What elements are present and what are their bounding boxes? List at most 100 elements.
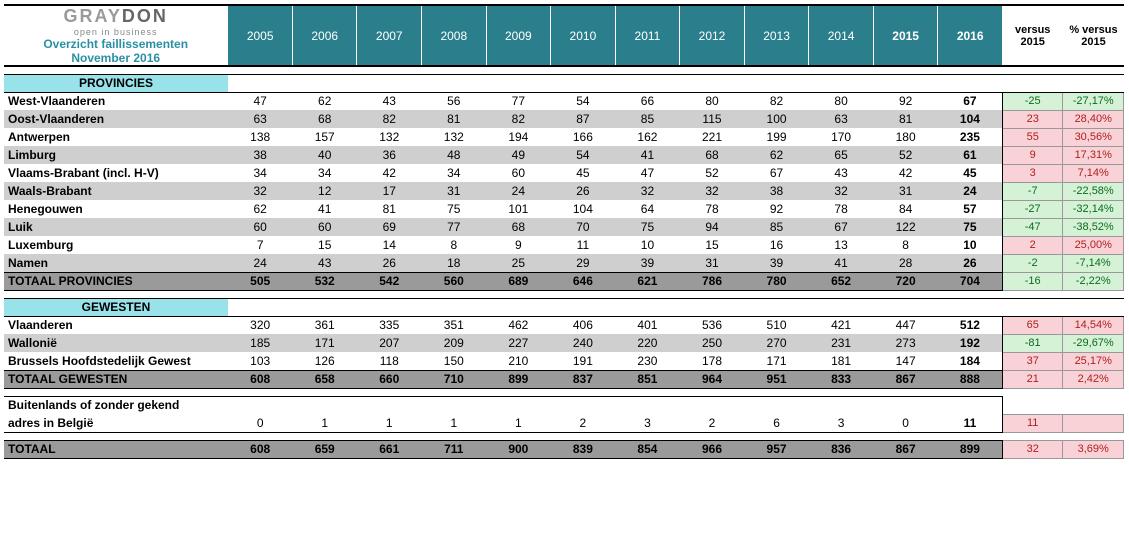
value-cell-current: 26 xyxy=(938,254,1003,272)
value-cell: 207 xyxy=(357,334,422,352)
foreign-row-2: adres in België 0 1 1 1 1 2 3 2 6 3 0 11… xyxy=(4,414,1124,432)
value-cell: 178 xyxy=(680,352,745,370)
value-cell: 80 xyxy=(809,92,874,110)
province-row: Waals-Brabant321217312426323238323124-7-… xyxy=(4,182,1124,200)
value-cell: 220 xyxy=(615,334,680,352)
value-cell: 38 xyxy=(228,146,293,164)
row-label: Namen xyxy=(4,254,228,272)
delta-pct-cell: -29,67% xyxy=(1063,334,1124,352)
value-cell: 191 xyxy=(551,352,616,370)
value-cell: 66 xyxy=(615,92,680,110)
value-cell: 78 xyxy=(809,200,874,218)
value-cell: 60 xyxy=(292,218,357,236)
province-row: Luik6060697768707594856712275-47-38,52% xyxy=(4,218,1124,236)
value-cell: 132 xyxy=(357,128,422,146)
gewesten-total-row: TOTAAL GEWESTEN 608 658 660 710 899 837 … xyxy=(4,370,1124,388)
value-cell: 77 xyxy=(422,218,487,236)
value-cell: 171 xyxy=(292,334,357,352)
value-cell-current: 61 xyxy=(938,146,1003,164)
value-cell: 63 xyxy=(228,110,293,128)
province-row: Luxemburg71514891110151613810225,00% xyxy=(4,236,1124,254)
value-cell: 32 xyxy=(228,182,293,200)
province-row: Oost-Vlaanderen6368828182878511510063811… xyxy=(4,110,1124,128)
value-cell: 320 xyxy=(228,316,293,334)
value-cell: 84 xyxy=(873,200,938,218)
value-cell: 69 xyxy=(357,218,422,236)
value-cell-current: 192 xyxy=(938,334,1003,352)
value-cell: 41 xyxy=(292,200,357,218)
value-cell: 510 xyxy=(744,316,809,334)
value-cell: 230 xyxy=(615,352,680,370)
value-cell: 65 xyxy=(809,146,874,164)
value-cell: 41 xyxy=(615,146,680,164)
delta-cell: 55 xyxy=(1002,128,1063,146)
delta-pct-cell: 25,00% xyxy=(1063,236,1124,254)
value-cell: 12 xyxy=(292,182,357,200)
value-cell: 45 xyxy=(551,164,616,182)
delta-pct-cell: 7,14% xyxy=(1063,164,1124,182)
value-cell: 115 xyxy=(680,110,745,128)
row-label: Brussels Hoofdstedelijk Gewest xyxy=(4,352,228,370)
value-cell: 231 xyxy=(809,334,874,352)
value-cell: 132 xyxy=(422,128,487,146)
value-cell: 250 xyxy=(680,334,745,352)
value-cell: 180 xyxy=(873,128,938,146)
value-cell-current: 45 xyxy=(938,164,1003,182)
value-cell-current: 512 xyxy=(938,316,1003,334)
value-cell: 81 xyxy=(357,200,422,218)
value-cell: 210 xyxy=(486,352,551,370)
value-cell: 221 xyxy=(680,128,745,146)
gewesten-section-header: GEWESTEN xyxy=(4,298,1124,316)
value-cell: 31 xyxy=(873,182,938,200)
value-cell: 162 xyxy=(615,128,680,146)
value-cell: 42 xyxy=(873,164,938,182)
value-cell: 62 xyxy=(744,146,809,164)
value-cell: 75 xyxy=(615,218,680,236)
versus-header: versus 2015 xyxy=(1002,5,1063,66)
value-cell: 62 xyxy=(292,92,357,110)
value-cell: 77 xyxy=(486,92,551,110)
value-cell: 157 xyxy=(292,128,357,146)
value-cell: 63 xyxy=(809,110,874,128)
value-cell: 16 xyxy=(744,236,809,254)
row-label: Waals-Brabant xyxy=(4,182,228,200)
value-cell: 32 xyxy=(809,182,874,200)
value-cell: 8 xyxy=(422,236,487,254)
value-cell: 40 xyxy=(292,146,357,164)
year-2015: 2015 xyxy=(873,5,938,66)
value-cell: 24 xyxy=(486,182,551,200)
delta-cell: -27 xyxy=(1002,200,1063,218)
value-cell-current: 24 xyxy=(938,182,1003,200)
value-cell: 85 xyxy=(744,218,809,236)
value-cell: 17 xyxy=(357,182,422,200)
value-cell: 81 xyxy=(422,110,487,128)
row-label: Henegouwen xyxy=(4,200,228,218)
year-2005: 2005 xyxy=(228,5,293,66)
row-label: Luik xyxy=(4,218,228,236)
value-cell: 447 xyxy=(873,316,938,334)
value-cell: 10 xyxy=(615,236,680,254)
value-cell: 54 xyxy=(551,92,616,110)
value-cell: 25 xyxy=(486,254,551,272)
value-cell: 126 xyxy=(292,352,357,370)
gewest-row: Brussels Hoofdstedelijk Gewest1031261181… xyxy=(4,352,1124,370)
value-cell: 18 xyxy=(422,254,487,272)
value-cell: 52 xyxy=(873,146,938,164)
value-cell: 118 xyxy=(357,352,422,370)
value-cell: 185 xyxy=(228,334,293,352)
value-cell: 92 xyxy=(873,92,938,110)
value-cell: 150 xyxy=(422,352,487,370)
value-cell: 81 xyxy=(873,110,938,128)
province-row: West-Vlaanderen476243567754668082809267-… xyxy=(4,92,1124,110)
value-cell: 92 xyxy=(744,200,809,218)
value-cell: 49 xyxy=(486,146,551,164)
row-label: Antwerpen xyxy=(4,128,228,146)
value-cell: 11 xyxy=(551,236,616,254)
value-cell: 54 xyxy=(551,146,616,164)
header-logo-cell: GRAYDON open in business Overzicht faill… xyxy=(4,5,228,66)
value-cell: 36 xyxy=(357,146,422,164)
value-cell: 39 xyxy=(615,254,680,272)
value-cell: 32 xyxy=(680,182,745,200)
value-cell: 100 xyxy=(744,110,809,128)
value-cell: 70 xyxy=(551,218,616,236)
